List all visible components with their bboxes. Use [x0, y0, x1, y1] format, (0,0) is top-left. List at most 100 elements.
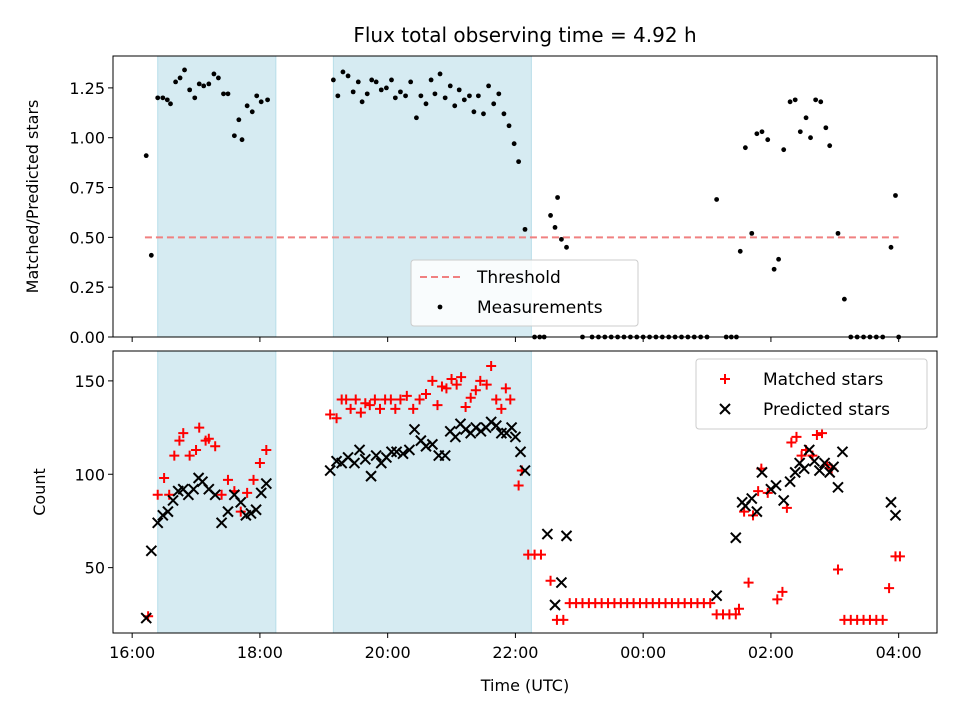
predicted-point: [519, 464, 531, 477]
measurement-point: [893, 193, 898, 198]
measurement-point: [787, 99, 793, 105]
matched-point: [395, 394, 406, 405]
matched-point: [475, 375, 486, 386]
measurement-point: [254, 93, 260, 99]
matched-point: [772, 594, 783, 605]
predicted-point: [505, 421, 518, 434]
matched-point: [248, 474, 259, 485]
measurement-point: [155, 95, 161, 101]
x-tick-label: 16:00: [109, 643, 155, 662]
predicted-point: [324, 464, 336, 477]
matched-point: [481, 379, 492, 390]
predicted-point: [235, 496, 247, 508]
matched-point: [159, 472, 170, 483]
predicted-point: [495, 427, 508, 439]
measurement-point: [168, 101, 173, 107]
y-tick-label: 0.50: [69, 228, 105, 247]
matched-point: [786, 437, 797, 448]
predicted-point: [751, 505, 763, 518]
predicted-point: [885, 496, 897, 508]
measurement-point: [797, 129, 803, 135]
matched-point: [355, 407, 366, 418]
measurement-point: [249, 109, 255, 115]
matched-point: [375, 403, 386, 414]
predicted-point: [449, 431, 462, 443]
predicted-point: [439, 449, 451, 462]
matched-point: [817, 428, 828, 439]
predicted-point: [813, 464, 826, 477]
matched-point: [174, 435, 185, 446]
measurement-point: [244, 103, 250, 109]
measurement-point: [389, 77, 394, 83]
predicted-point: [152, 517, 164, 529]
y-tick-label: 0.25: [69, 278, 105, 297]
measurement-point: [835, 230, 841, 236]
measurement-point: [749, 230, 755, 236]
predicted-point: [187, 483, 200, 495]
measurement-point: [265, 97, 270, 103]
measurement-point: [418, 93, 424, 99]
measurement-point: [818, 99, 824, 105]
matched-point: [350, 394, 361, 405]
matched-point: [535, 549, 546, 560]
predicted-point: [560, 530, 573, 542]
measurement-point: [471, 109, 477, 115]
matched-point: [184, 450, 195, 461]
measurement-point: [511, 141, 517, 147]
measurement-point: [481, 111, 486, 117]
measurement-point: [555, 195, 560, 200]
x-tick-label: 04:00: [876, 643, 922, 662]
predicted-point: [385, 446, 398, 458]
matched-point: [427, 375, 438, 386]
predicted-point: [353, 444, 366, 456]
measurement-point: [182, 67, 187, 73]
matched-point: [811, 430, 822, 441]
legend-box: [410, 259, 639, 327]
matched-point: [733, 603, 744, 614]
matched-point: [331, 413, 342, 424]
axes-frame: [112, 350, 938, 634]
predicted-point: [222, 505, 234, 518]
measurement-point: [548, 213, 553, 218]
measurement-point: [225, 91, 231, 97]
matched-point: [203, 433, 214, 444]
matched-point: [364, 400, 375, 411]
x-tick-label: 22:00: [492, 643, 538, 662]
predicted-point: [145, 545, 158, 557]
matched-point: [432, 400, 443, 411]
predicted-point: [836, 446, 849, 458]
measurement-point: [143, 153, 149, 159]
y-tick-label: 1.25: [69, 79, 105, 98]
measurement-point: [373, 79, 379, 85]
predicted-point: [426, 438, 439, 451]
measurement-point: [475, 93, 481, 99]
measurement-point: [737, 248, 743, 254]
predicted-point: [209, 489, 221, 501]
predicted-point: [359, 453, 372, 466]
top-panel: 0.00 0.25 0.50 0.75 1.00 1.25 Flux total obser…: [23, 23, 938, 347]
matched-point: [451, 379, 462, 390]
legend-predicted-swatch: [719, 403, 731, 415]
measurement-point: [486, 83, 491, 89]
matched-point: [753, 486, 764, 497]
measurement-point: [378, 87, 384, 93]
matched-point: [791, 431, 802, 442]
predicted-point: [798, 462, 810, 475]
measurement-point: [236, 117, 242, 123]
predicted-point: [818, 457, 831, 469]
matched-point: [500, 383, 511, 394]
predicted-point: [397, 448, 409, 460]
measurement-point: [383, 85, 389, 91]
measurement-point: [398, 89, 403, 95]
measurement-point: [359, 99, 365, 105]
legend-matched-label: Matched stars: [763, 370, 883, 390]
matched-point: [832, 564, 843, 575]
measurement-point: [516, 159, 522, 165]
predicted-point: [514, 446, 527, 458]
matched-point: [420, 388, 431, 399]
measurement-point: [501, 111, 507, 117]
matched-point: [401, 390, 412, 401]
measurement-point: [813, 97, 819, 103]
matched-point: [385, 394, 396, 405]
matched-point: [470, 385, 481, 396]
